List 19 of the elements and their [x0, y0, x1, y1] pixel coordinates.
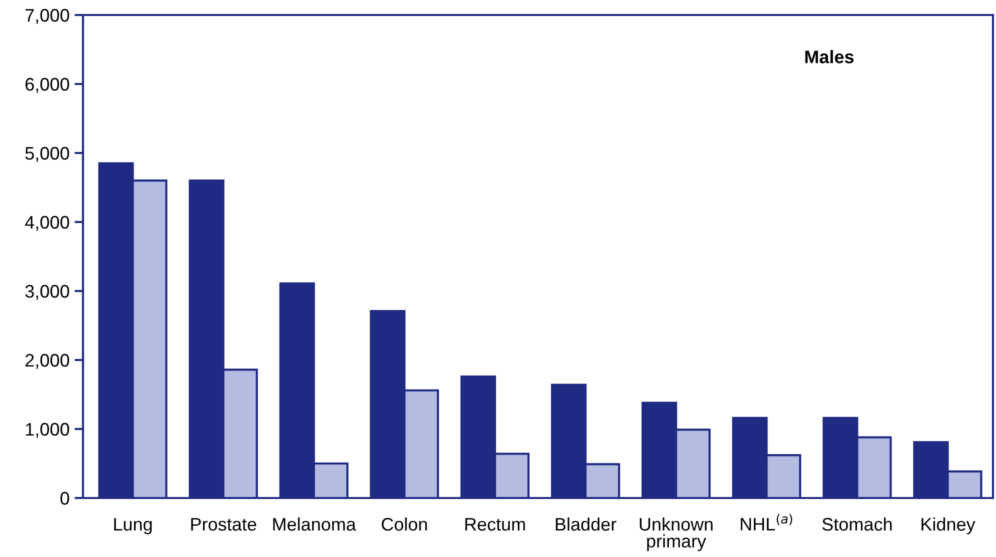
y-tick-label: 0: [60, 492, 70, 505]
x-tick-label: Stomach: [822, 517, 892, 531]
y-tick-label: 6,000: [26, 78, 70, 93]
x-tick-label: Unknown primary: [640, 517, 713, 552]
annotation: Males: [805, 50, 854, 64]
x-tick-label: Melanoma: [273, 517, 356, 531]
x-tick-label: Prostate: [191, 518, 256, 531]
x-tick-label: Rectum: [465, 518, 525, 531]
y-tick-label: 7,000: [26, 8, 70, 24]
x-tick-label: Kidney: [922, 517, 976, 534]
x-tick-label: Lung: [114, 518, 152, 534]
x-tick-label: NHL$^{(a)}$: [740, 514, 792, 530]
x-tick-label: Colon: [382, 517, 427, 531]
y-tick-label: 2,000: [26, 354, 70, 369]
y-tick-label: 1,000: [26, 422, 70, 438]
x-tick-label: Bladder: [556, 517, 616, 531]
y-tick-label: 5,000: [25, 146, 70, 162]
y-tick-label: 4,000: [25, 216, 70, 231]
y-tick-label: 3,000: [25, 284, 70, 300]
